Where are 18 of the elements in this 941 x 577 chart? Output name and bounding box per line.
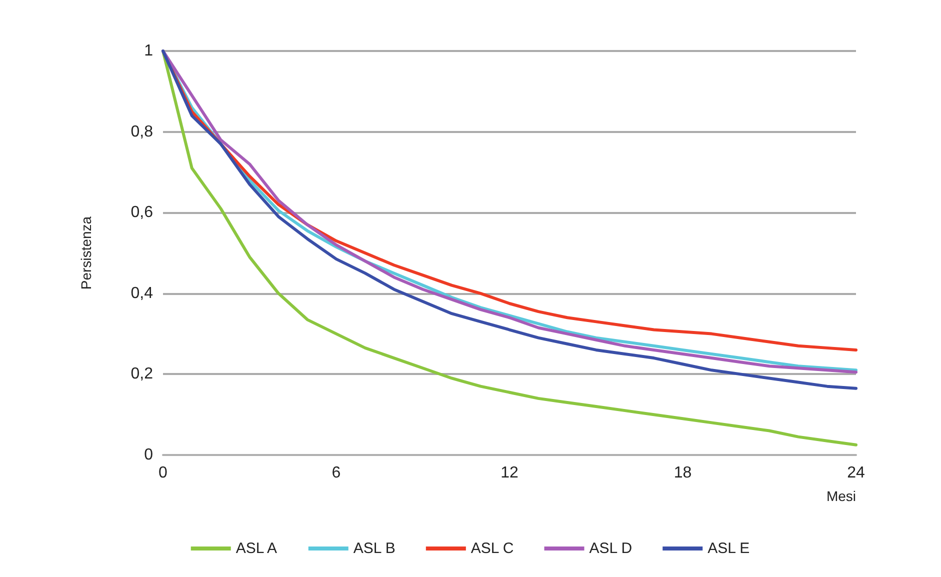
- x-tick-label: 18: [674, 464, 692, 482]
- x-tick-label: 24: [847, 464, 865, 482]
- x-tick-label: 6: [332, 464, 341, 482]
- y-axis-title: Persistenza: [78, 216, 94, 290]
- legend-label: ASL C: [470, 540, 514, 557]
- y-tick-label: 0,6: [130, 204, 154, 222]
- y-tick-label: 0,4: [130, 284, 154, 302]
- y-tick-label: 0,8: [130, 123, 154, 140]
- legend-label: ASL E: [708, 540, 750, 557]
- x-tick-label: 0: [158, 464, 168, 482]
- legend-label: ASL B: [353, 540, 396, 557]
- y-tick-label: 0,2: [130, 366, 154, 383]
- legend-label: ASL D: [589, 540, 632, 557]
- x-tick-label: 12: [500, 464, 518, 482]
- y-tick-label: 1: [144, 42, 154, 60]
- legend-label: ASL A: [236, 540, 277, 557]
- x-axis-title: Mesi: [826, 488, 856, 504]
- y-tick-label: 0: [144, 446, 154, 464]
